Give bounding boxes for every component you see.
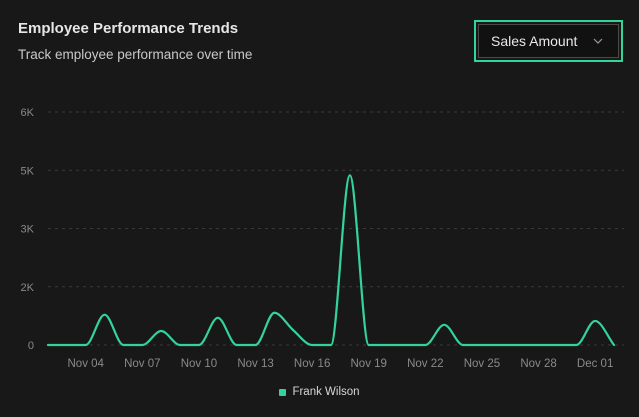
chart-subtitle: Track employee performance over time (18, 47, 253, 62)
x-axis-ticks: Nov 04 Nov 07 Nov 10 Nov 13 Nov 16 Nov 19 Nov … (68, 358, 614, 370)
x-tick-label: Nov 07 (124, 358, 160, 370)
y-tick-label: 5K (21, 165, 35, 177)
line-chart: 0 2K 3K 5K 6K Nov 04 Nov 07 Nov 10 Nov 13 Nov 16… (21, 107, 624, 370)
y-tick-label: 0 (28, 340, 34, 352)
x-tick-label: Nov 10 (181, 358, 217, 370)
x-tick-label: Nov 16 (294, 358, 330, 370)
series-line-frank-wilson (46, 174, 616, 347)
x-tick-label: Nov 28 (520, 358, 556, 370)
chevron-down-icon (593, 38, 603, 44)
x-tick-label: Nov 25 (464, 358, 500, 370)
x-tick-label: Nov 13 (237, 358, 273, 370)
legend-swatch-icon (279, 388, 287, 396)
x-tick-label: Nov 04 (68, 358, 105, 370)
y-tick-label: 2K (21, 282, 35, 294)
grid-lines (48, 111, 624, 346)
metric-select-box[interactable]: Sales Amount (478, 24, 619, 58)
metric-select[interactable]: Sales Amount (474, 20, 623, 62)
x-tick-label: Nov 19 (351, 358, 387, 370)
y-axis-ticks: 0 2K 3K 5K 6K (21, 107, 35, 352)
x-tick-label: Dec 01 (577, 358, 613, 370)
legend-label[interactable]: Frank Wilson (292, 386, 360, 398)
metric-select-value: Sales Amount (491, 33, 578, 49)
y-tick-label: 3K (21, 224, 35, 236)
y-tick-label: 6K (21, 107, 35, 119)
chart-title: Employee Performance Trends (18, 20, 239, 37)
x-tick-label: Nov 22 (407, 358, 443, 370)
legend: Frank Wilson (0, 386, 639, 398)
